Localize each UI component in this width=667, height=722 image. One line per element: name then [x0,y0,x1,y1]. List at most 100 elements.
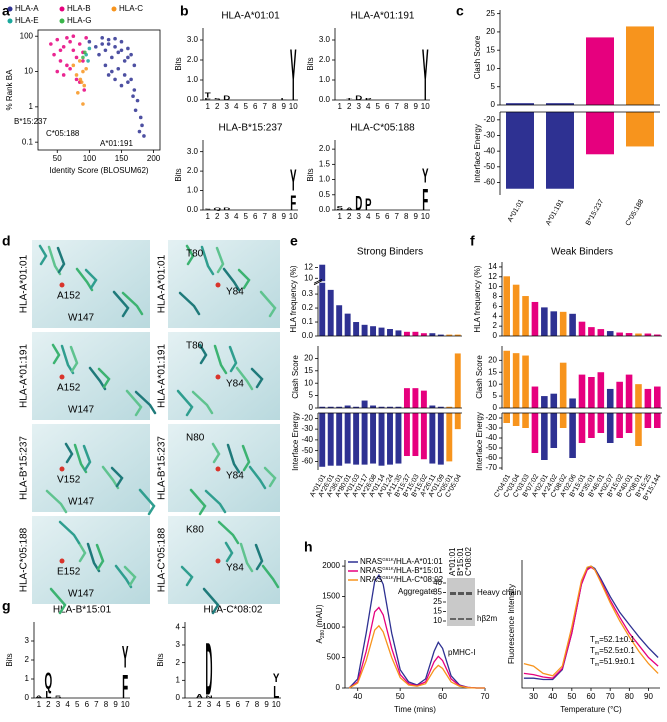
bar [403,388,410,408]
data-point [65,63,69,68]
data-point [82,88,87,92]
y-tick-label: 0.0 [187,95,199,104]
bar [429,405,436,408]
bar [578,374,586,408]
logo-letter: T [346,98,353,101]
legend-label: HLA-A [15,4,39,13]
logo-title: HLA-C*05:188 [350,123,415,134]
structure-stick [213,344,228,375]
y-tick-label: 2.0 [187,166,199,175]
structure-stick [239,542,254,573]
logo-letter: F [422,183,428,217]
structure-stick [241,444,251,472]
x-tick-label: 1 [206,102,211,111]
panel-label: a [2,3,10,19]
x-tick-label: 5 [376,212,381,221]
data-point [81,102,85,106]
y-tick-label: -30 [301,424,313,433]
y-axis-label: Clash Score [291,355,300,399]
y-tick-label: 0.5 [319,190,331,199]
axis [202,140,298,211]
axis [184,622,281,699]
x-tick-label: 7 [395,212,400,221]
bar [541,396,548,408]
logo-letter: P [365,98,372,101]
x-tick-label: 3 [357,102,362,111]
y-tick-label: 5 [309,391,314,400]
data-point [81,69,85,74]
bar [546,103,574,105]
structure-stick [202,587,220,615]
bar [654,413,661,428]
data-point [131,94,135,99]
logo-letter: S [204,208,211,210]
x-tick-label: 50 [567,692,576,701]
bar [395,406,402,408]
bar [420,333,427,336]
data-point [119,48,124,53]
structure-stick [215,246,225,274]
data-point [68,39,72,44]
bar [361,400,368,408]
data-point [71,34,76,39]
data-point [110,55,114,60]
structure-stick [64,442,74,464]
bar [327,406,334,408]
logo-letter: L [281,98,288,101]
logo-letter: Y [273,672,280,685]
structure-stick [82,444,92,472]
data-line [523,565,659,677]
data-point [78,77,83,82]
x-tick-label: 2 [347,212,352,221]
y-tick-label: 20 [488,355,497,364]
logo-letter: T [205,91,212,100]
y-tick-label: -60 [301,457,313,466]
bar [606,388,614,408]
gel-marker-label: 25 [433,597,442,606]
logo-letter: Y [422,166,429,188]
annotation: B*15:237 [14,117,47,126]
data-point [79,80,84,84]
y-tick-label: 0 [336,683,341,692]
annotation: Aggregate [398,587,435,596]
bar [644,333,652,336]
bar [344,405,351,408]
y-tick-label: 3.0 [187,147,199,156]
bar [512,284,520,336]
logo-letter: Q [213,207,221,211]
tm-label: Tm=51.9±0.1 [590,657,635,668]
logo-letter: E [204,98,211,101]
bar [454,334,461,336]
bar [569,313,576,336]
x-tick-label: 8 [104,700,109,709]
y-tick-label: 0 [493,331,498,340]
y-tick-label: -60 [483,178,495,187]
y-tick-label: 20 [304,354,313,363]
gel-band [458,618,464,620]
structure-stick [38,244,48,266]
panel-label: g [2,598,11,614]
logo-title: HLA-A*01:01 [221,11,280,22]
y-tick-label: 4 [493,311,498,320]
y-tick-label: 1.0 [319,175,331,184]
y-axis-label: % Rank BA [5,69,14,111]
x-tick-label: 8 [272,102,277,111]
legend-marker [111,6,117,12]
y-tick-label: 100 [20,31,34,40]
data-point [65,36,69,40]
y-tick-label: -50 [485,443,497,452]
x-tick-label: 2 [215,102,220,111]
residue-label: Y84 [226,563,244,574]
bar [569,413,576,458]
gel-marker-label: 15 [433,607,442,616]
structure-stick [178,291,201,316]
ligand-atom [215,282,221,288]
x-tick-label: 70 [606,692,615,701]
gel-lane-label: A*01:01 [448,547,457,576]
row-label: HLA-A*01:01 [157,254,168,313]
bar [378,327,385,336]
data-point [122,59,127,63]
legend-label: NRASG61K/HLA-A*01:01 [360,557,443,566]
row-label: HLA-A*01:191 [19,344,30,408]
